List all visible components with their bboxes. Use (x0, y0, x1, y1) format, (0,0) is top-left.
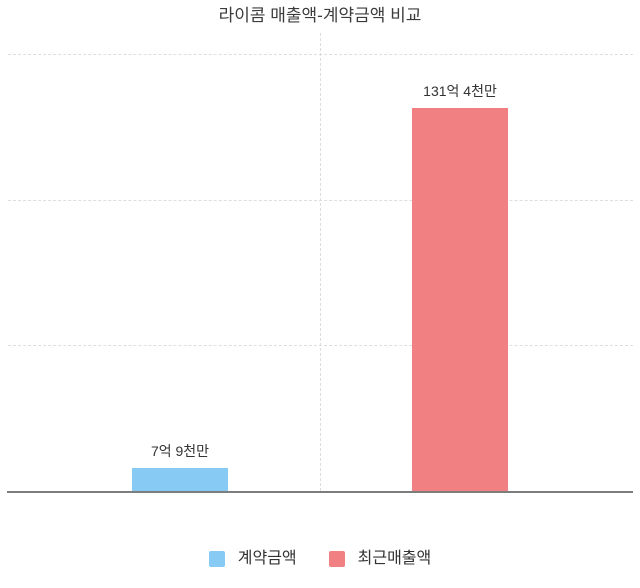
legend-swatch-red (328, 551, 345, 567)
x-axis-line (7, 491, 633, 493)
legend-swatch-blue (208, 551, 225, 567)
bar-contract-amount (132, 468, 228, 491)
bar-value-label-recent-revenue: 131억 4천만 (423, 83, 497, 99)
legend-label-recent-revenue: 최근매출액 (357, 550, 432, 567)
legend-item-recent-revenue: 최근매출액 (328, 550, 432, 568)
chart-title: 라이콤 매출액-계약금액 비교 (218, 6, 422, 25)
legend-item-contract-amount: 계약금액 (208, 550, 297, 568)
legend-label-contract-amount: 계약금액 (237, 550, 297, 567)
bar-recent-revenue (412, 108, 508, 491)
legend: 계약금액 최근매출액 (0, 550, 640, 568)
bar-value-label-contract-amount: 7억 9천만 (150, 443, 210, 459)
vertical-gridline (320, 33, 321, 491)
